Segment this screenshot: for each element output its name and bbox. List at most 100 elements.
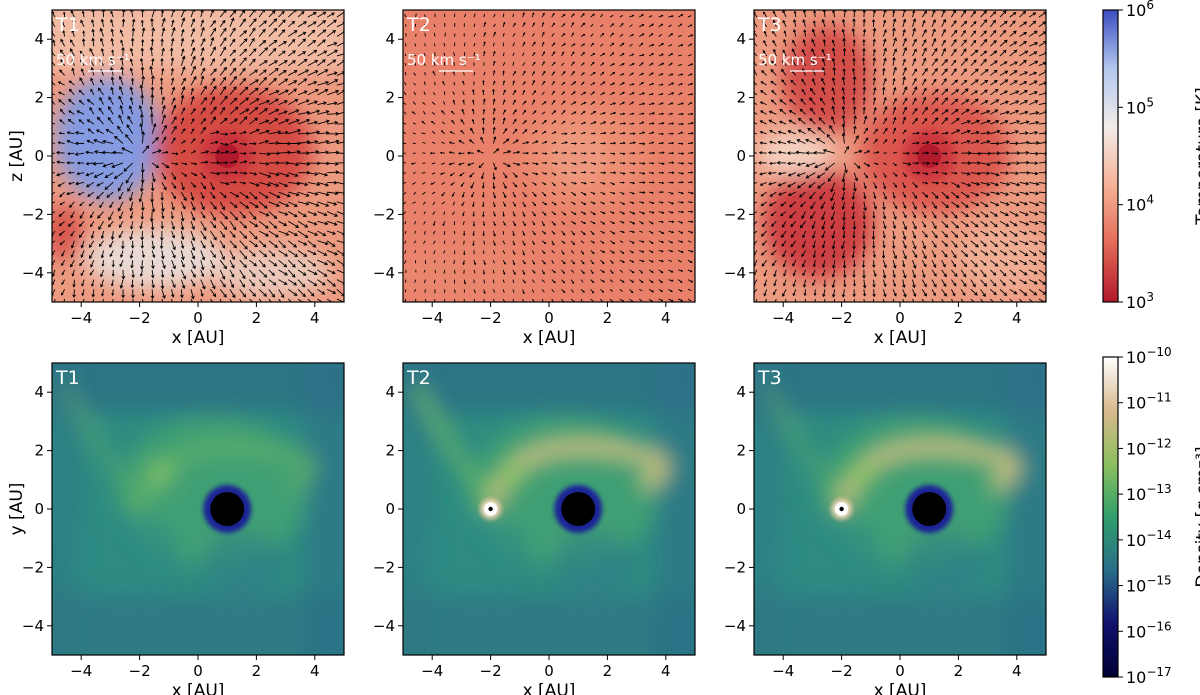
colorbar-label: Temperature [K] — [1193, 87, 1200, 226]
x-tick-label: −2 — [129, 309, 151, 327]
colorbar-tick-label: 10−12 — [1126, 436, 1172, 458]
colorbar-tick-label: 10−11 — [1126, 391, 1172, 413]
y-tick-label: 4 — [736, 383, 746, 401]
x-axis-label: x [AU] — [172, 681, 225, 695]
x-tick-label: −2 — [129, 662, 151, 680]
y-tick-label: 0 — [736, 500, 746, 518]
x-axis-label: x [AU] — [172, 328, 225, 348]
x-tick-label: −2 — [831, 662, 853, 680]
colorbar-gradient — [1102, 9, 1119, 303]
velocity-vectors — [754, 10, 1046, 302]
velocity-scale-label: 50 km s⁻¹ — [56, 51, 130, 69]
x-tick-label: 4 — [661, 309, 671, 327]
colorbar-tick-label: 10−13 — [1126, 482, 1172, 504]
colorbar-label: Density [g cm⁻³] — [1193, 446, 1200, 587]
y-tick-label: 2 — [385, 89, 395, 107]
colorbar-tick-label: 10−16 — [1126, 619, 1172, 641]
x-tick-label: −2 — [480, 662, 502, 680]
cool-core — [215, 144, 240, 168]
x-axis-label: x [AU] — [523, 328, 576, 348]
colorbar-density: 10−10 10−11 10−12 10−13 10−14 10−15 10−16 10−17… — [1102, 345, 1200, 687]
colorbar-tick-label: 105 — [1126, 95, 1154, 117]
x-tick-label: 0 — [895, 309, 905, 327]
sink-hole — [210, 492, 245, 526]
panel-label: T3 — [757, 14, 782, 36]
y-tick-label: 2 — [34, 442, 44, 460]
sink-hole — [912, 492, 947, 526]
panel-label: T2 — [406, 367, 431, 389]
y-tick-label: 0 — [385, 500, 395, 518]
panel-bottom-left: −4 −2 0 2 4 −4 −2 0 2 4 x [AU] y [AU] T1 — [7, 362, 345, 695]
y-tick-label: 2 — [34, 89, 44, 107]
x-tick-label: 2 — [252, 309, 262, 327]
x-tick-label: −4 — [70, 662, 92, 680]
x-tick-label: −4 — [421, 309, 443, 327]
y-axis-label: z [AU] — [7, 130, 27, 182]
x-tick-label: −4 — [772, 309, 794, 327]
colorbar-tick-label: 104 — [1126, 193, 1154, 215]
x-tick-label: 4 — [1012, 309, 1022, 327]
velocity-vectors — [52, 10, 344, 302]
y-tick-label: −2 — [373, 558, 395, 576]
colorbar-temperature: 106 105 104 103 Temperature [K] — [1102, 0, 1200, 312]
x-tick-label: 0 — [193, 309, 203, 327]
y-tick-label: −4 — [373, 264, 395, 282]
panel-label: T1 — [55, 367, 80, 389]
y-tick-label: 4 — [385, 383, 395, 401]
heatmap-image — [403, 363, 695, 655]
x-axis-label: x [AU] — [874, 328, 927, 348]
y-tick-label: 0 — [736, 147, 746, 165]
y-axis-label: y [AU] — [7, 483, 27, 536]
x-tick-label: 2 — [954, 662, 964, 680]
panel-top-middle: 50 km s⁻¹ −4 −2 0 2 4 −4 −2 0 2 4 x [AU] T2 — [373, 9, 696, 348]
x-tick-label: 4 — [310, 309, 320, 327]
y-tick-label: −2 — [22, 205, 44, 223]
x-tick-label: 4 — [1012, 662, 1022, 680]
y-tick-label: −4 — [22, 617, 44, 635]
y-tick-label: −4 — [724, 617, 746, 635]
heatmap-image — [52, 10, 344, 302]
y-tick-label: −2 — [373, 205, 395, 223]
y-tick-label: 4 — [34, 383, 44, 401]
panel-bottom-right: −4 −2 0 2 4 −4 −2 0 2 4 x [AU] T3 — [724, 362, 1047, 695]
x-tick-label: −2 — [480, 309, 502, 327]
panel-label: T3 — [757, 367, 782, 389]
y-tick-label: −2 — [724, 205, 746, 223]
colorbar-tick-label: 10−15 — [1126, 574, 1172, 596]
x-tick-label: 0 — [544, 309, 554, 327]
cool-core — [917, 144, 942, 168]
heatmap-image — [403, 10, 695, 302]
y-tick-label: −2 — [22, 558, 44, 576]
x-tick-label: 0 — [193, 662, 203, 680]
y-tick-label: −2 — [724, 558, 746, 576]
heatmap-image — [754, 363, 1046, 655]
panel-label: T2 — [406, 14, 431, 36]
y-tick-label: 0 — [385, 147, 395, 165]
y-tick-label: 2 — [385, 442, 395, 460]
colorbar-tick-label: 10−10 — [1126, 345, 1172, 367]
heatmap-image — [754, 10, 1046, 302]
y-tick-label: −4 — [373, 617, 395, 635]
x-axis-label: x [AU] — [523, 681, 576, 695]
x-tick-label: 2 — [252, 662, 262, 680]
y-tick-label: 2 — [736, 442, 746, 460]
x-tick-label: 0 — [544, 662, 554, 680]
y-tick-label: −4 — [724, 264, 746, 282]
y-tick-label: 0 — [34, 147, 44, 165]
panel-top-right: 50 km s⁻¹ −4 −2 0 2 4 −4 −2 0 2 4 x [AU] T3 — [724, 9, 1047, 348]
x-tick-label: 2 — [603, 662, 613, 680]
velocity-vectors — [403, 12, 694, 302]
y-tick-label: 2 — [736, 89, 746, 107]
y-tick-label: 4 — [34, 30, 44, 48]
panel-bottom-middle: −4 −2 0 2 4 −4 −2 0 2 4 x [AU] T2 — [373, 362, 696, 695]
colorbar-tick-label: 103 — [1126, 290, 1154, 312]
velocity-scale-label: 50 km s⁻¹ — [758, 51, 832, 69]
y-tick-label: −4 — [22, 264, 44, 282]
colorbar-tick-label: 10−17 — [1126, 665, 1172, 687]
x-tick-label: −2 — [831, 309, 853, 327]
panel-top-left: 50 km s⁻¹ −4 −2 0 2 4 −4 −2 0 2 4 x [AU] z [AU] T1 — [7, 9, 345, 348]
x-tick-label: 4 — [661, 662, 671, 680]
colorbar-tick-label: 10−14 — [1126, 528, 1172, 550]
x-axis-label: x [AU] — [874, 681, 927, 695]
